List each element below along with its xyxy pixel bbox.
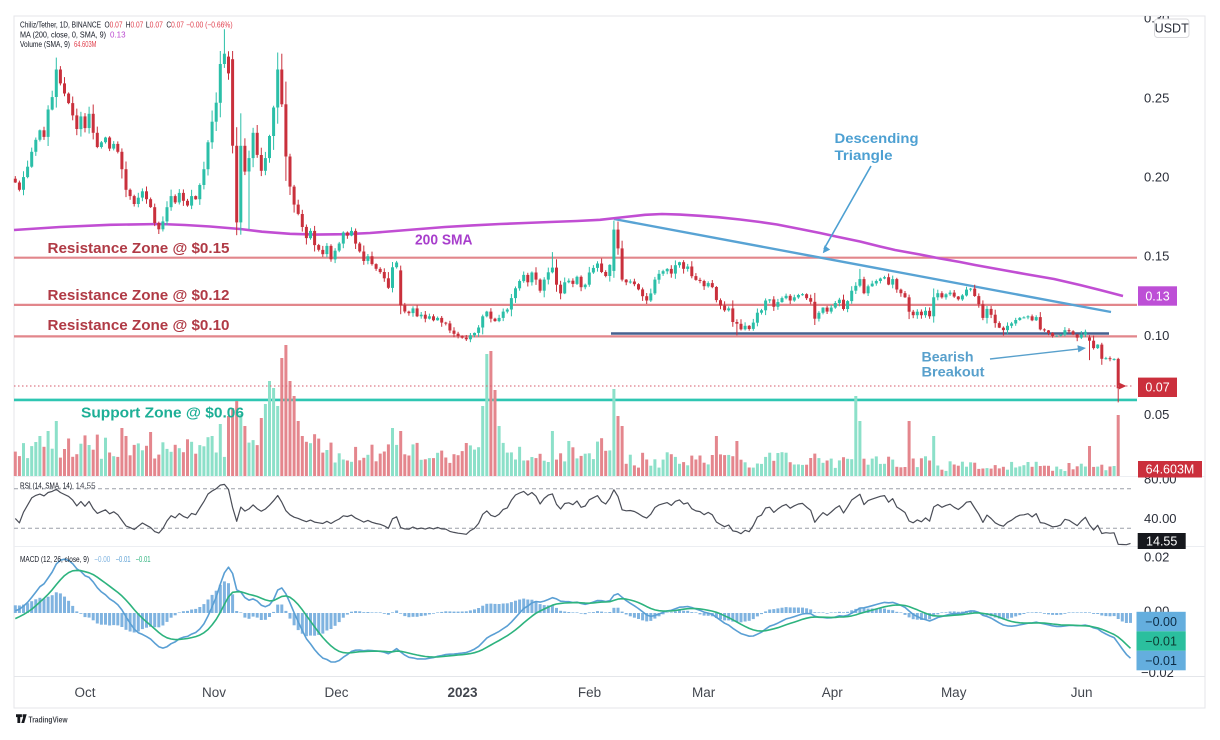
svg-text:−0.00 (−0.66%): −0.00 (−0.66%) (186, 21, 233, 30)
svg-text:RSI (14, SMA, 14): RSI (14, SMA, 14) (20, 482, 72, 491)
svg-text:H0.07: H0.07 (126, 21, 144, 30)
svg-text:Descending: Descending (835, 130, 919, 146)
svg-text:Oct: Oct (74, 685, 95, 700)
svg-text:−0.00: −0.00 (94, 555, 110, 564)
svg-text:L0.07: L0.07 (146, 21, 163, 30)
svg-text:Resistance Zone @ $0.15: Resistance Zone @ $0.15 (48, 240, 230, 257)
svg-text:40.00: 40.00 (1144, 511, 1177, 526)
svg-text:0.15: 0.15 (1144, 249, 1169, 264)
svg-text:−0.01: −0.01 (136, 555, 151, 564)
svg-text:USDT: USDT (1155, 22, 1189, 36)
svg-text:Jun: Jun (1071, 685, 1093, 700)
svg-text:Dec: Dec (324, 685, 348, 700)
svg-text:Bearish: Bearish (922, 349, 974, 365)
svg-text:64.603M: 64.603M (1146, 463, 1195, 477)
svg-text:Resistance Zone @ $0.12: Resistance Zone @ $0.12 (48, 287, 230, 304)
svg-text:Support Zone @ $0.06: Support Zone @ $0.06 (81, 405, 244, 422)
svg-text:64.603M: 64.603M (74, 40, 97, 49)
svg-text:0.07: 0.07 (1145, 381, 1169, 395)
svg-text:0.10: 0.10 (1144, 328, 1169, 343)
svg-text:Apr: Apr (822, 685, 844, 700)
svg-text:Volume (SMA, 9): Volume (SMA, 9) (20, 40, 70, 49)
svg-text:MA (200, close, 0, SMA, 9): MA (200, close, 0, SMA, 9) (20, 30, 106, 39)
svg-text:2023: 2023 (447, 685, 478, 700)
svg-text:−0.01: −0.01 (116, 555, 131, 564)
svg-text:−0.01: −0.01 (1145, 654, 1177, 668)
svg-text:0.13: 0.13 (1145, 289, 1169, 303)
svg-text:Breakout: Breakout (922, 364, 985, 380)
svg-text:0.25: 0.25 (1144, 91, 1169, 106)
svg-text:0.20: 0.20 (1144, 170, 1169, 185)
svg-text:O0.07: O0.07 (105, 21, 123, 30)
svg-text:May: May (941, 685, 967, 700)
svg-text:0.02: 0.02 (1144, 550, 1169, 565)
svg-text:14.55: 14.55 (1146, 534, 1177, 548)
svg-text:C0.07: C0.07 (166, 21, 184, 30)
svg-text:−0.01: −0.01 (1145, 634, 1177, 648)
svg-text:Triangle: Triangle (835, 147, 893, 163)
svg-text:Chiliz/Tether, 1D, BINANCE: Chiliz/Tether, 1D, BINANCE (20, 21, 101, 30)
svg-text:MACD (12, 26, close, 9): MACD (12, 26, close, 9) (20, 555, 89, 564)
svg-text:Mar: Mar (692, 685, 716, 700)
svg-text:0.05: 0.05 (1144, 407, 1169, 422)
svg-text:−0.00: −0.00 (1145, 615, 1177, 629)
svg-text:200 SMA: 200 SMA (415, 233, 473, 249)
svg-text:TradingView: TradingView (29, 715, 68, 725)
svg-text:14.55: 14.55 (76, 482, 97, 491)
svg-text:0.13: 0.13 (110, 30, 126, 39)
svg-text:Feb: Feb (578, 685, 601, 700)
svg-text:Nov: Nov (202, 685, 226, 700)
svg-text:Resistance Zone @ $0.10: Resistance Zone @ $0.10 (48, 317, 230, 334)
